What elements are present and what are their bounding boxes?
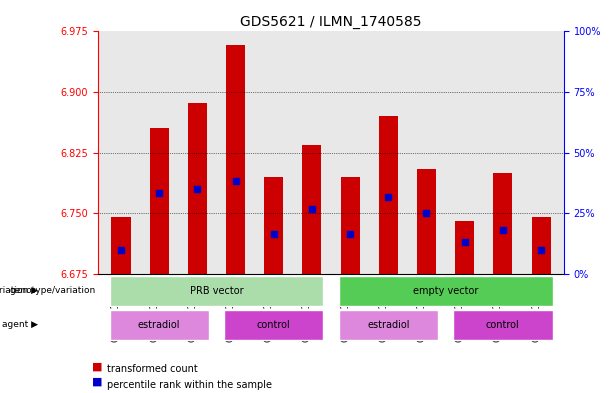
Text: percentile rank within the sample: percentile rank within the sample bbox=[107, 380, 272, 390]
Text: estradiol: estradiol bbox=[138, 320, 180, 330]
Bar bbox=[341, 177, 360, 274]
Bar bbox=[338, 276, 552, 306]
Bar bbox=[150, 129, 169, 274]
Text: agent ▶: agent ▶ bbox=[1, 320, 37, 329]
Text: ■: ■ bbox=[92, 377, 102, 387]
Title: GDS5621 / ILMN_1740585: GDS5621 / ILMN_1740585 bbox=[240, 15, 422, 29]
Text: estradiol: estradiol bbox=[367, 320, 409, 330]
Bar bbox=[264, 177, 283, 274]
Text: PRB vector: PRB vector bbox=[189, 286, 243, 296]
Text: control: control bbox=[486, 320, 520, 330]
Bar bbox=[188, 103, 207, 274]
Text: control: control bbox=[257, 320, 291, 330]
Bar bbox=[493, 173, 512, 274]
Bar bbox=[224, 310, 324, 340]
Text: genotype/variation: genotype/variation bbox=[9, 286, 95, 296]
Text: empty vector: empty vector bbox=[413, 286, 478, 296]
Bar bbox=[110, 310, 209, 340]
Bar bbox=[112, 217, 131, 274]
Text: transformed count: transformed count bbox=[107, 364, 198, 375]
Bar bbox=[226, 45, 245, 274]
Bar bbox=[455, 221, 474, 274]
Text: genotype/variation ▶: genotype/variation ▶ bbox=[0, 286, 37, 296]
Bar bbox=[302, 145, 321, 274]
Bar bbox=[531, 217, 550, 274]
Bar bbox=[110, 276, 324, 306]
Bar bbox=[338, 310, 438, 340]
Bar bbox=[453, 310, 552, 340]
Bar bbox=[379, 116, 398, 274]
Bar bbox=[417, 169, 436, 274]
Text: ■: ■ bbox=[92, 362, 102, 371]
